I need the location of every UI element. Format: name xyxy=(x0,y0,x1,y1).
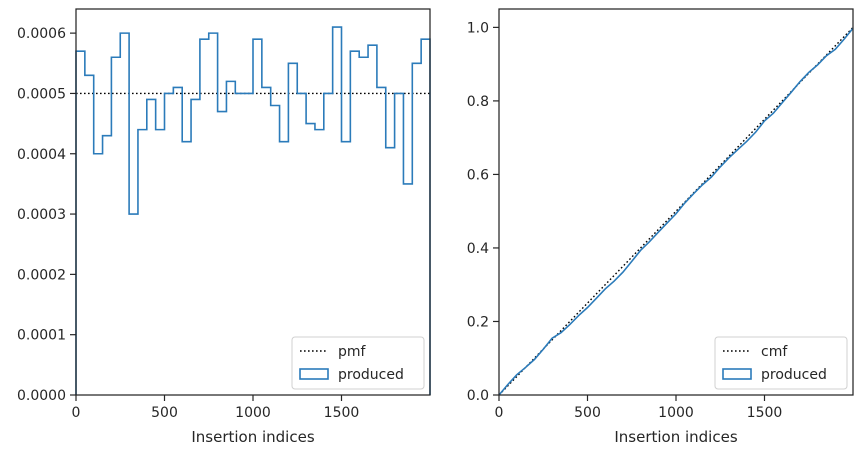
pmf-y-tick-label: 0.0006 xyxy=(17,26,66,42)
cmf-legend-box xyxy=(714,336,848,390)
pmf-legend-box xyxy=(291,336,425,390)
cmf-y-tick-label: 0.6 xyxy=(467,167,489,183)
cmf-chart-x-axis-label: Insertion indices xyxy=(614,428,737,446)
cmf-y-tick-label: 0.2 xyxy=(467,314,489,330)
cmf-chart-ticks: 0 500 1000 1500 0.0 0.2 0.4 0.6 0.8 1.0 xyxy=(467,20,783,421)
cmf-y-tick-label: 1.0 xyxy=(467,20,489,36)
pmf-legend-swatch-produced xyxy=(299,368,329,380)
cmf-series-produced xyxy=(498,27,854,396)
pmf-y-tick-label: 0.0000 xyxy=(17,388,66,404)
cmf-x-tick-label: 1500 xyxy=(747,405,783,421)
pmf-series-produced xyxy=(75,26,431,395)
pmf-chart-ticks: 0 500 1000 1500 0.0000 0.0001 0.0002 0.0003 0.00… xyxy=(17,26,359,421)
pmf-x-tick-label: 0 xyxy=(72,405,81,421)
pmf-y-tick-label: 0.0001 xyxy=(17,328,66,344)
cmf-chart-marks xyxy=(498,26,854,396)
pmf-chart-panel: 0 500 1000 1500 0.0000 0.0001 0.0002 0.0003 0.00… xyxy=(17,8,431,446)
pmf-legend-label-produced: produced xyxy=(338,367,404,383)
pmf-chart-x-axis-label: Insertion indices xyxy=(191,428,314,446)
cmf-x-tick-label: 1000 xyxy=(658,405,694,421)
pmf-legend-label-pmf: pmf xyxy=(338,344,367,360)
pmf-x-tick-label: 1000 xyxy=(235,405,271,421)
pmf-y-tick-label: 0.0005 xyxy=(17,86,66,102)
cmf-legend-label-cmf: cmf xyxy=(761,344,788,360)
cmf-y-tick-label: 0.4 xyxy=(467,241,489,257)
cmf-x-tick-label: 500 xyxy=(574,405,601,421)
pmf-chart-legend: pmf produced xyxy=(291,336,425,390)
cmf-chart-legend: cmf produced xyxy=(714,336,848,390)
cmf-y-tick-label: 0.8 xyxy=(467,94,489,110)
pmf-x-tick-label: 1500 xyxy=(324,405,360,421)
cmf-x-tick-label: 0 xyxy=(495,405,504,421)
pmf-y-tick-label: 0.0004 xyxy=(17,147,66,163)
pmf-x-tick-label: 500 xyxy=(151,405,178,421)
cmf-legend-swatch-produced xyxy=(722,368,752,380)
cmf-y-tick-label: 0.0 xyxy=(467,388,489,404)
pmf-y-tick-label: 0.0002 xyxy=(17,267,66,283)
cmf-chart-panel: 0 500 1000 1500 0.0 0.2 0.4 0.6 0.8 1.0 Insertion… xyxy=(467,8,854,446)
pmf-chart-marks xyxy=(75,26,431,395)
cmf-legend-label-produced: produced xyxy=(761,367,827,383)
pmf-y-tick-label: 0.0003 xyxy=(17,207,66,223)
